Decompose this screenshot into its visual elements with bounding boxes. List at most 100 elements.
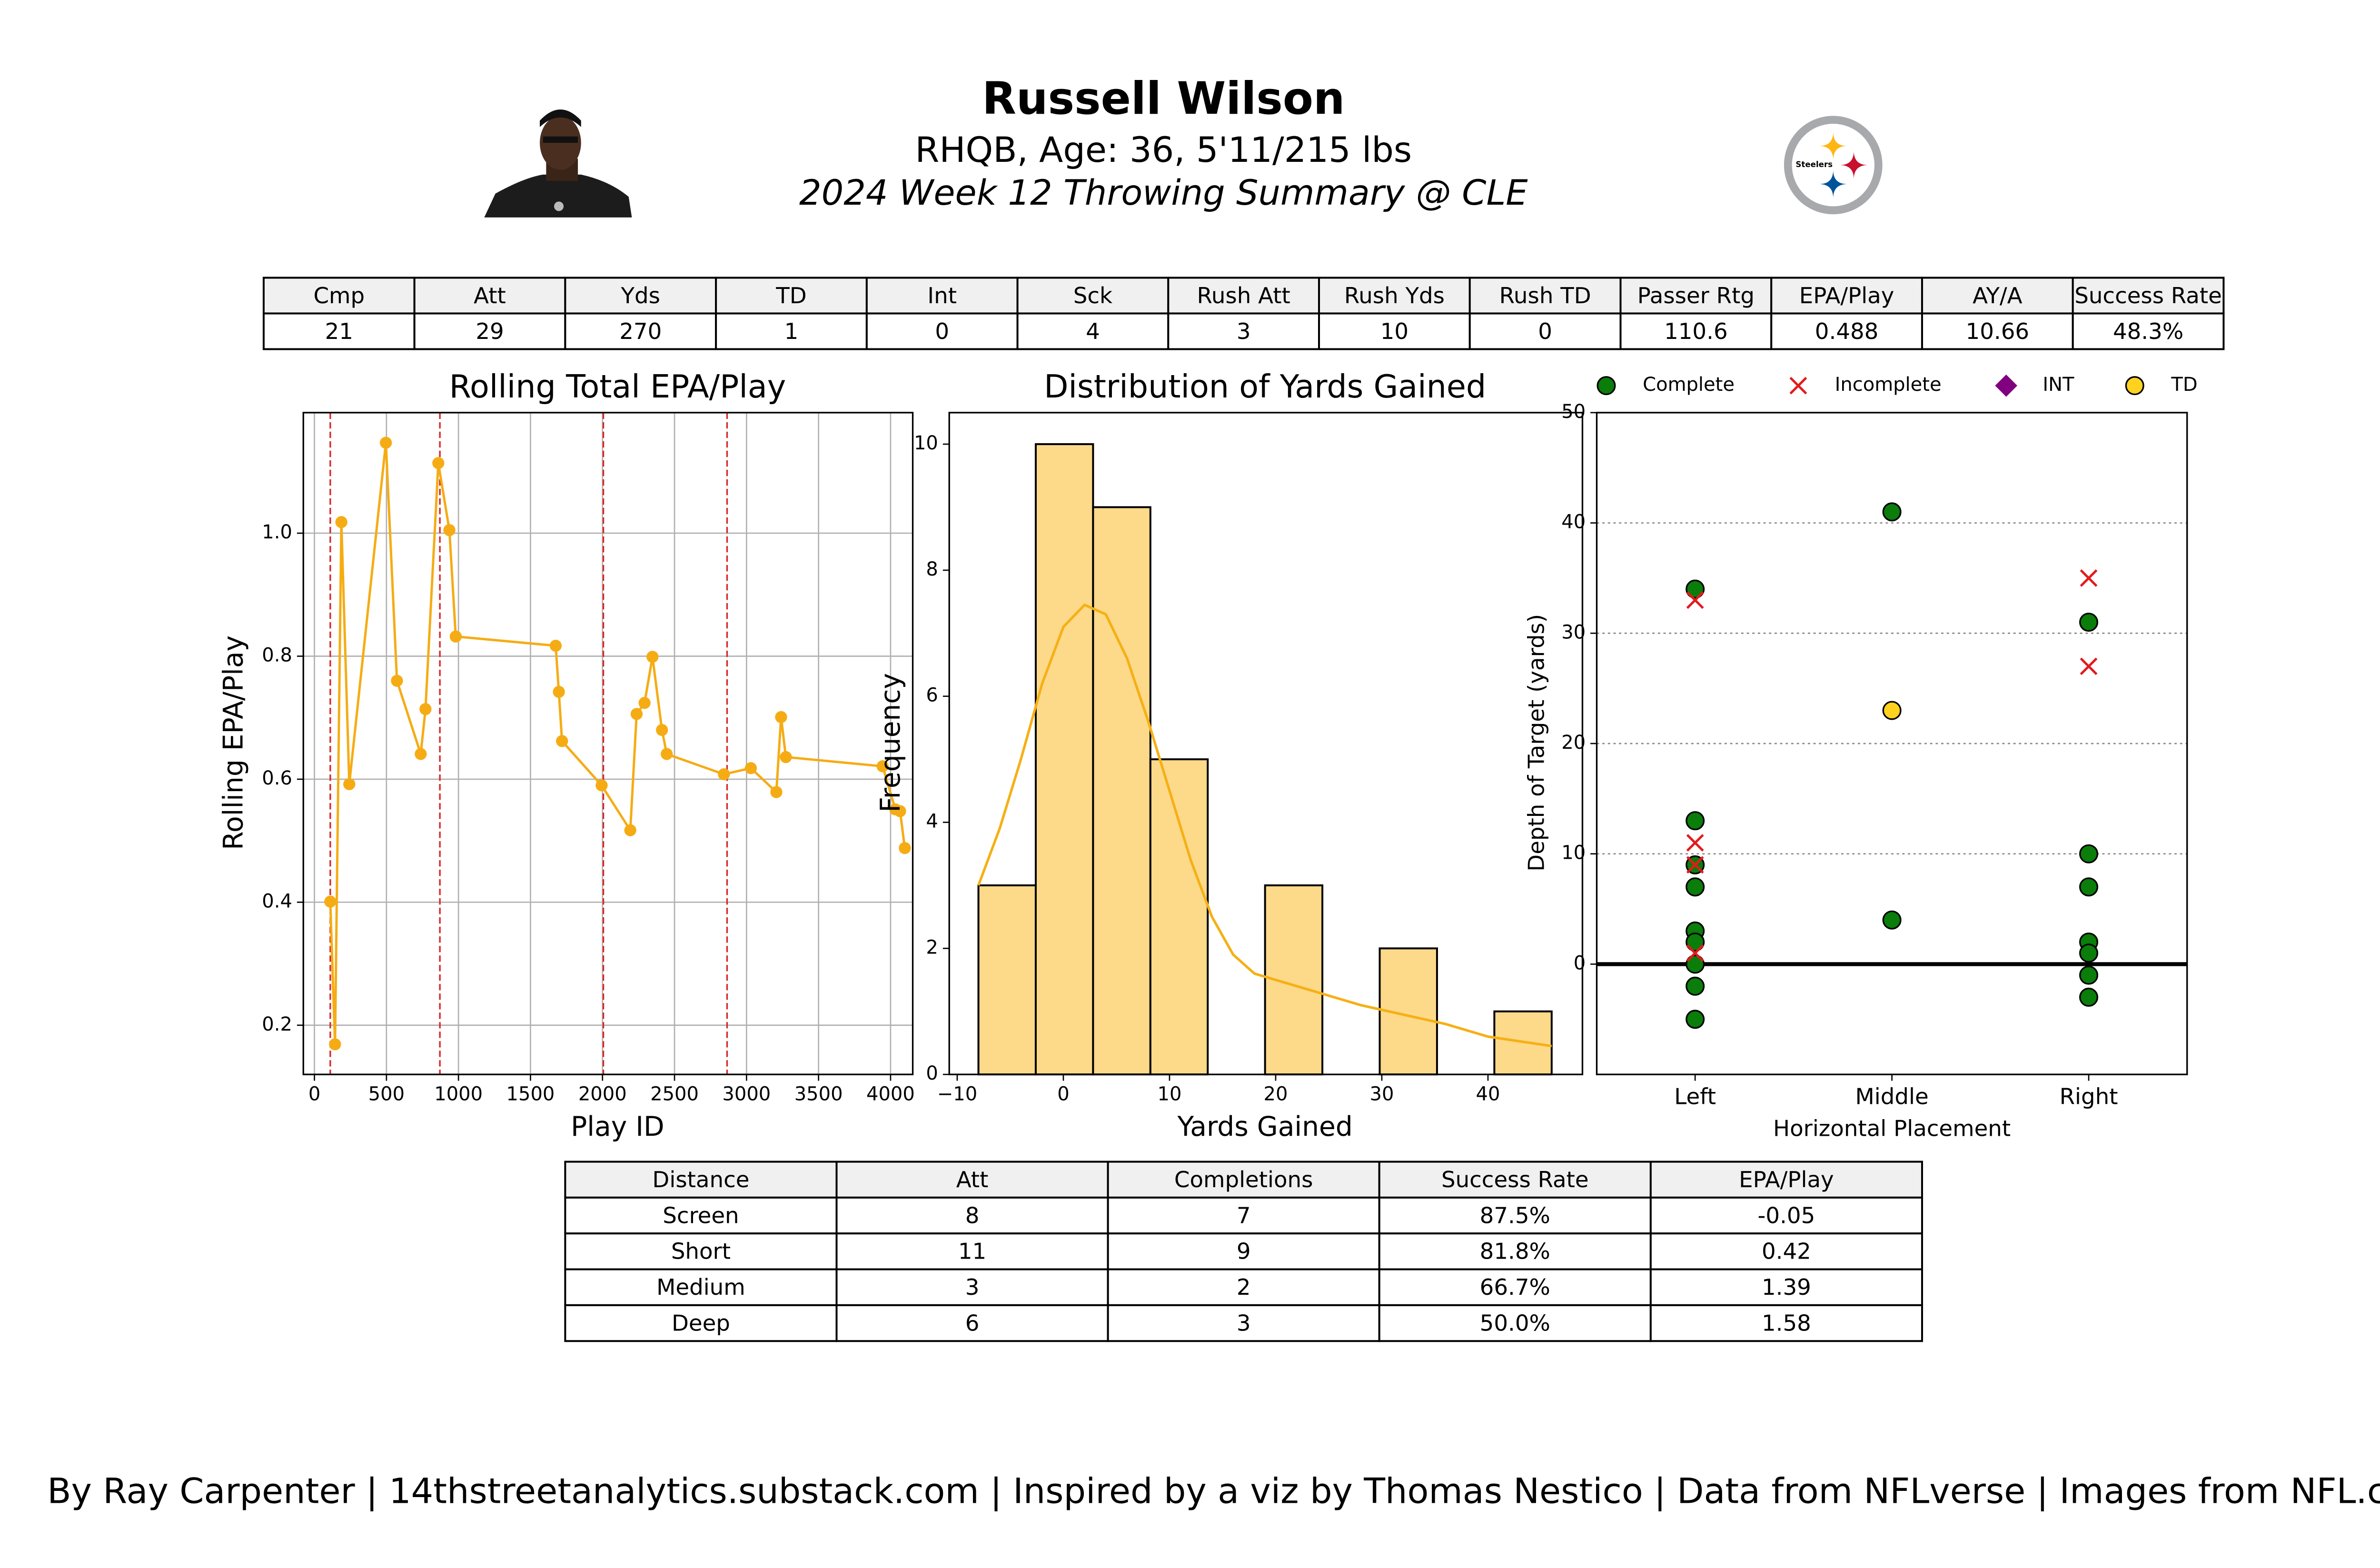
legend-marker bbox=[2125, 376, 2144, 396]
x-tick-label: −10 bbox=[937, 1083, 977, 1105]
legend-label: Complete bbox=[1643, 374, 1735, 396]
summary-title: 2024 Week 12 Throwing Summary @ CLE bbox=[799, 173, 1528, 213]
marker bbox=[1686, 944, 1704, 962]
column-header: Rush Att bbox=[1197, 283, 1290, 309]
bar bbox=[1149, 758, 1209, 1076]
epa-point bbox=[718, 768, 730, 781]
legend-label: TD bbox=[2171, 374, 2197, 396]
plot: Distribution of Yards Gained Yards Gained… bbox=[875, 368, 1553, 1142]
y-axis-label: Rolling EPA/Play bbox=[218, 635, 249, 850]
epa-point bbox=[899, 842, 911, 854]
header-cell bbox=[2072, 277, 2225, 315]
epa-point bbox=[876, 760, 889, 773]
marker bbox=[1686, 856, 1704, 874]
cell-text: 110.6 bbox=[1664, 319, 1728, 345]
epa-point bbox=[379, 437, 392, 449]
x-tick-label: 4000 bbox=[866, 1083, 915, 1105]
x-tick-label: Right bbox=[2060, 1084, 2118, 1110]
header-cell bbox=[1378, 1161, 1652, 1199]
column-header: Int bbox=[927, 283, 957, 309]
cell bbox=[1378, 1268, 1652, 1306]
header-cell bbox=[835, 1161, 1109, 1199]
cell-text: 0.42 bbox=[1762, 1239, 1811, 1265]
epa-point bbox=[432, 457, 445, 469]
x-tick-label: 500 bbox=[368, 1083, 405, 1105]
cell bbox=[1770, 312, 1923, 350]
epa-point bbox=[630, 708, 643, 720]
chart-title: Distribution of Yards Gained bbox=[1044, 368, 1486, 405]
table: Distance Att Completions Success Rate EPA/Pl… bbox=[564, 1161, 1923, 1342]
cell-text: 3 bbox=[965, 1275, 980, 1300]
cell-text: 1 bbox=[784, 319, 799, 345]
epa-point bbox=[775, 711, 787, 724]
epa-point bbox=[419, 703, 432, 715]
marker bbox=[1882, 910, 1902, 930]
epa-point bbox=[780, 751, 792, 764]
cell-text: 81.8% bbox=[1480, 1239, 1550, 1265]
cell-text: -0.05 bbox=[1758, 1203, 1815, 1229]
cell bbox=[2072, 312, 2225, 350]
header-cell bbox=[1649, 1161, 1923, 1199]
bar bbox=[1034, 443, 1094, 1076]
headshot bbox=[484, 109, 632, 218]
cell bbox=[1649, 1196, 1923, 1235]
column-header: Att bbox=[956, 1167, 989, 1193]
marker bbox=[1686, 591, 1704, 609]
legend-marker bbox=[1789, 377, 1807, 395]
marker bbox=[1882, 502, 1902, 522]
logo-inner bbox=[1792, 124, 1874, 207]
x-tick-label: Left bbox=[1674, 1084, 1716, 1110]
cell-text: 0 bbox=[935, 319, 949, 345]
column-header: Completions bbox=[1174, 1167, 1313, 1193]
y-tick-label: 0.6 bbox=[262, 767, 292, 789]
cell bbox=[1167, 312, 1320, 350]
y-tick-label: 30 bbox=[1561, 621, 1586, 643]
logo-star bbox=[1839, 150, 1868, 179]
cell-text: Deep bbox=[672, 1310, 730, 1336]
x-tick-label: 3500 bbox=[794, 1083, 843, 1105]
headshot-eyeblack bbox=[543, 136, 578, 143]
cell-text: 50.0% bbox=[1480, 1310, 1550, 1336]
cell-text: 87.5% bbox=[1480, 1203, 1550, 1229]
cell bbox=[564, 1196, 838, 1235]
marker bbox=[1882, 701, 1902, 720]
marker bbox=[1686, 976, 1705, 996]
epa-point bbox=[329, 1038, 341, 1051]
cell-text: Medium bbox=[656, 1275, 745, 1300]
cell bbox=[1107, 1268, 1380, 1306]
marker bbox=[1686, 877, 1705, 897]
cell-text: 6 bbox=[965, 1310, 980, 1336]
epa-point bbox=[595, 779, 608, 792]
epa-point bbox=[744, 762, 757, 774]
cell bbox=[413, 312, 566, 350]
epa-point bbox=[556, 735, 568, 747]
cell-text: 4 bbox=[1086, 319, 1100, 345]
plot-frame bbox=[302, 412, 914, 1075]
logo-star bbox=[1819, 169, 1848, 198]
x-tick-label: 40 bbox=[1476, 1083, 1500, 1105]
player-name: Russell Wilson bbox=[982, 73, 1345, 125]
marker bbox=[1686, 834, 1704, 852]
epa-point bbox=[638, 697, 651, 709]
y-tick-label: 1.0 bbox=[262, 521, 292, 543]
marker bbox=[1686, 811, 1705, 831]
header-cell bbox=[1770, 277, 1923, 315]
cell bbox=[564, 312, 717, 350]
epa-point bbox=[335, 516, 347, 528]
cell-text: 11 bbox=[958, 1239, 986, 1265]
cell bbox=[1016, 312, 1170, 350]
legend-marker bbox=[1597, 376, 1616, 396]
cell bbox=[1107, 1304, 1380, 1342]
epa-point bbox=[443, 524, 456, 536]
x-tick-label: 10 bbox=[1158, 1083, 1182, 1105]
player-bio: RHQB, Age: 36, 5'11/215 lbs bbox=[915, 130, 1412, 170]
marker bbox=[2079, 613, 2099, 632]
plot: Rolling Total EPA/Play Play ID Rolling EPA… bbox=[218, 368, 915, 1142]
column-header: Sck bbox=[1073, 283, 1112, 309]
x-axis-label: Horizontal Placement bbox=[1773, 1116, 2011, 1141]
marker bbox=[1686, 579, 1705, 599]
legend-marker bbox=[1995, 374, 2017, 397]
y-tick-label: 10 bbox=[1561, 842, 1586, 864]
header-cell bbox=[1468, 277, 1622, 315]
